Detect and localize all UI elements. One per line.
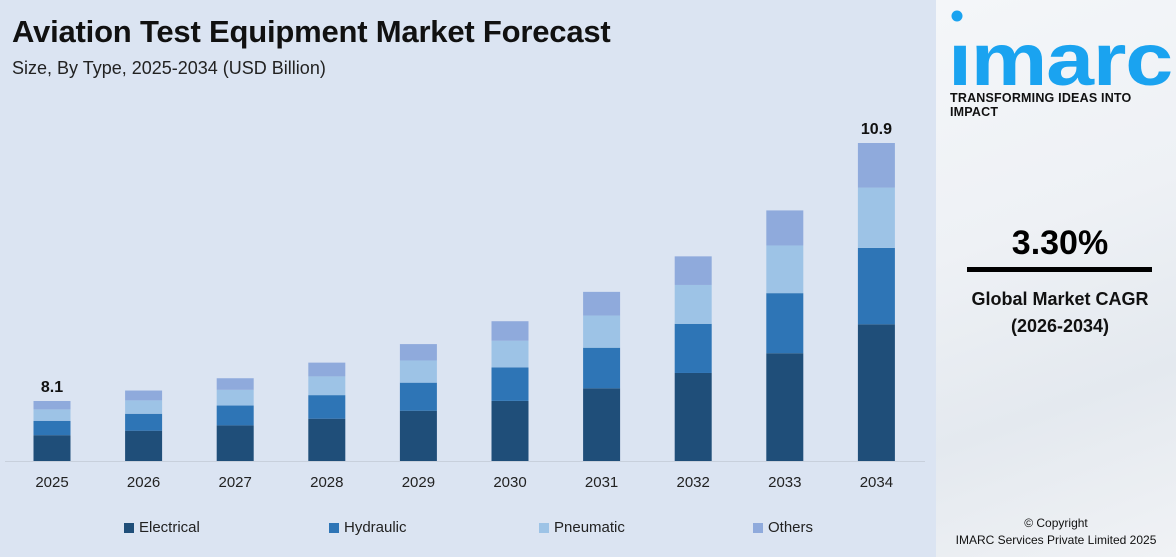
bar-hydraulic-2026 [125,413,163,431]
bar-others-2034 [857,143,895,188]
bar-others-2033 [766,210,804,246]
bar-electrical-2032 [674,372,712,461]
bar-pneumatic-2026 [125,400,163,414]
copyright: © Copyright IMARC Services Private Limit… [936,515,1176,549]
chart-title: Aviation Test Equipment Market Forecast [12,14,611,49]
bar-electrical-2026 [125,430,163,461]
cagr-label: Global Market CAGR (2026-2034) [936,286,1176,340]
tagline: TRANSFORMING IDEAS INTO IMPACT [950,91,1132,119]
legend-label: Pneumatic [554,519,625,536]
copyright-line1: © Copyright [1024,516,1088,530]
x-tick-label: 2025 [35,474,68,491]
info-panel: ımarc TRANSFORMING IDEAS INTO IMPACT 3.3… [936,0,1176,557]
bar-pneumatic-2030 [491,340,529,368]
bar-hydraulic-2027 [216,405,254,426]
bar-others-2030 [491,321,529,341]
bar-pneumatic-2033 [766,245,804,294]
bar-pneumatic-2029 [399,360,437,383]
bar-hydraulic-2025 [33,420,71,436]
bar-pneumatic-2032 [674,284,712,324]
bar-electrical-2030 [491,400,529,461]
bar-hydraulic-2031 [583,347,621,389]
legend-swatch [329,522,339,533]
bar-pneumatic-2034 [857,187,895,248]
cagr-value: 3.30% [1011,224,1109,262]
cagr-divider [967,267,1152,272]
legend-label: Hydraulic [344,519,407,536]
bar-others-2028 [308,362,346,377]
legend-swatch [539,522,549,533]
data-label: 8.1 [41,379,63,396]
svg-text:ımarc: ımarc [948,18,1172,90]
stacked-bar-chart: 2025 8.1 2026 2027 2028 2029 2030 2031 2032 2033 2… [5,121,925,491]
bar-pneumatic-2028 [308,376,346,396]
cagr-label-line1: Global Market CAGR [971,289,1149,309]
bar-hydraulic-2034 [857,247,895,325]
legend-item-others: Others [753,519,813,536]
legend-item-hydraulic: Hydraulic [329,519,407,536]
legend-item-pneumatic: Pneumatic [539,519,625,536]
x-tick-label: 2026 [127,474,160,491]
bar-others-2029 [399,344,437,361]
x-tick-label: 2029 [402,474,435,491]
bar-others-2026 [125,390,163,401]
bar-hydraulic-2030 [491,367,529,401]
x-tick-label: 2030 [493,474,526,491]
x-tick-label: 2027 [219,474,252,491]
data-label: 10.9 [861,121,892,138]
bar-electrical-2031 [583,388,621,461]
bar-hydraulic-2032 [674,323,712,373]
bar-electrical-2034 [857,324,895,461]
bar-hydraulic-2033 [766,293,804,354]
cagr-label-line2: (2026-2034) [1010,316,1110,336]
legend-swatch [753,522,763,533]
bar-others-2025 [33,401,71,410]
x-tick-label: 2034 [860,474,893,491]
imarc-logo: ımarc [948,10,1173,90]
bar-electrical-2027 [216,425,254,461]
legend-swatch [124,522,134,533]
x-tick-label: 2032 [677,474,710,491]
x-tick-label: 2028 [310,474,343,491]
bar-pneumatic-2027 [216,389,254,406]
bar-electrical-2029 [399,410,437,461]
bar-pneumatic-2031 [583,315,621,348]
bar-hydraulic-2029 [399,382,437,411]
chart-subtitle: Size, By Type, 2025-2034 (USD Billion) [12,58,326,78]
copyright-line2: IMARC Services Private Limited 2025 [955,533,1157,547]
bar-hydraulic-2028 [308,395,346,419]
bar-electrical-2025 [33,435,71,461]
legend-label: Others [768,519,814,536]
legend-item-electrical: Electrical [124,519,200,536]
bar-others-2031 [583,291,621,316]
bar-others-2027 [216,378,254,390]
chart-panel: Aviation Test Equipment Market Forecast … [0,14,936,539]
x-tick-label: 2031 [585,474,618,491]
bar-electrical-2028 [308,418,346,461]
bar-others-2032 [674,256,712,285]
legend-label: Electrical [139,519,200,536]
x-tick-label: 2033 [768,474,801,491]
bar-pneumatic-2025 [33,409,71,421]
bar-electrical-2033 [766,353,804,461]
legend: Electrical Hydraulic Pneumatic Others [0,519,936,539]
